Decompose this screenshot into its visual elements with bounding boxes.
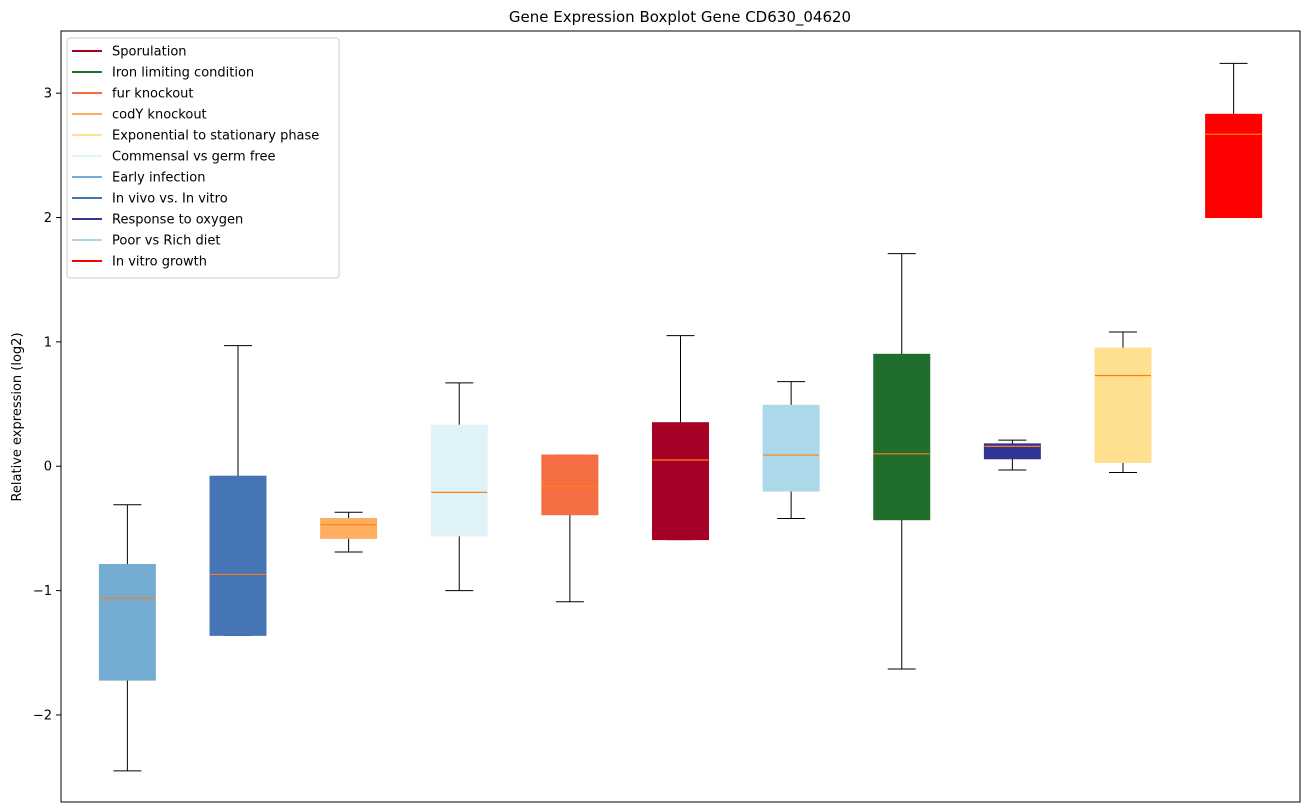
box-body (652, 422, 709, 541)
legend: Sporulation Iron limiting condition fur kn… (66, 37, 340, 279)
box-in-vivo-vs-in-vitro (209, 345, 267, 636)
box-early-infection (98, 504, 156, 772)
legend-label: Poor vs Rich diet (112, 234, 220, 249)
box-body (762, 404, 820, 492)
legend-entry: Sporulation (72, 45, 187, 60)
legend-entry: fur knockout (72, 87, 194, 102)
legend-entry: Iron limiting condition (72, 66, 254, 81)
legend-label: codY knockout (112, 108, 207, 123)
legend-entry: In vitro growth (72, 255, 207, 270)
legend-label: In vivo vs. In vitro (112, 192, 228, 207)
legend-label: In vitro growth (112, 255, 207, 270)
box-commensal-vs-germ-free (430, 382, 488, 592)
y-tick-label: −1 (33, 584, 52, 599)
box-fur-knockout (541, 454, 599, 603)
box-body (1094, 347, 1152, 464)
legend-entry: Early infection (72, 171, 205, 186)
legend-entry: Response to oxygen (72, 213, 243, 228)
box-cody-knockout (320, 511, 378, 553)
box-body (541, 454, 599, 516)
boxes-layer (98, 62, 1263, 772)
box-exponential-to-stationary-phase (1094, 331, 1152, 473)
legend-entry: Commensal vs germ free (72, 150, 275, 165)
plot-frame (60, 30, 1301, 803)
chart-title: Gene Expression Boxplot Gene CD630_04620 (509, 8, 851, 27)
box-poor-vs-rich-diet (762, 381, 820, 519)
box-body (430, 424, 488, 537)
box-body (98, 563, 156, 681)
legend-label: Sporulation (112, 45, 187, 60)
legend-label: fur knockout (112, 87, 194, 102)
legend-label: Commensal vs germ free (112, 150, 275, 165)
box-body (873, 353, 931, 521)
y-tick-label: 1 (44, 335, 52, 350)
box-body (983, 443, 1041, 460)
y-axis-label: Relative expression (log2) (10, 332, 25, 501)
y-tick-label: 3 (44, 87, 52, 102)
y-axis-ticks: −2 −1 0 1 2 3 (33, 87, 61, 723)
box-body (1205, 113, 1263, 219)
y-tick-label: −2 (33, 708, 52, 723)
box-response-to-oxygen (983, 439, 1041, 471)
y-tick-label: 2 (44, 211, 52, 226)
box-sporulation (652, 335, 709, 541)
box-body (209, 475, 267, 636)
y-tick-label: 0 (44, 460, 52, 475)
legend-entry: In vivo vs. In vitro (72, 192, 228, 207)
legend-entry: Exponential to stationary phase (72, 129, 319, 144)
box-iron-limiting-condition (873, 253, 931, 670)
legend-frame (66, 37, 340, 279)
legend-label: Early infection (112, 171, 205, 186)
legend-entry: Poor vs Rich diet (72, 234, 220, 249)
legend-label: Response to oxygen (112, 213, 243, 228)
legend-entry: codY knockout (72, 108, 207, 123)
legend-label: Exponential to stationary phase (112, 129, 319, 144)
box-body (320, 517, 378, 539)
legend-label: Iron limiting condition (112, 66, 254, 81)
box-in-vitro-growth (1205, 62, 1263, 219)
